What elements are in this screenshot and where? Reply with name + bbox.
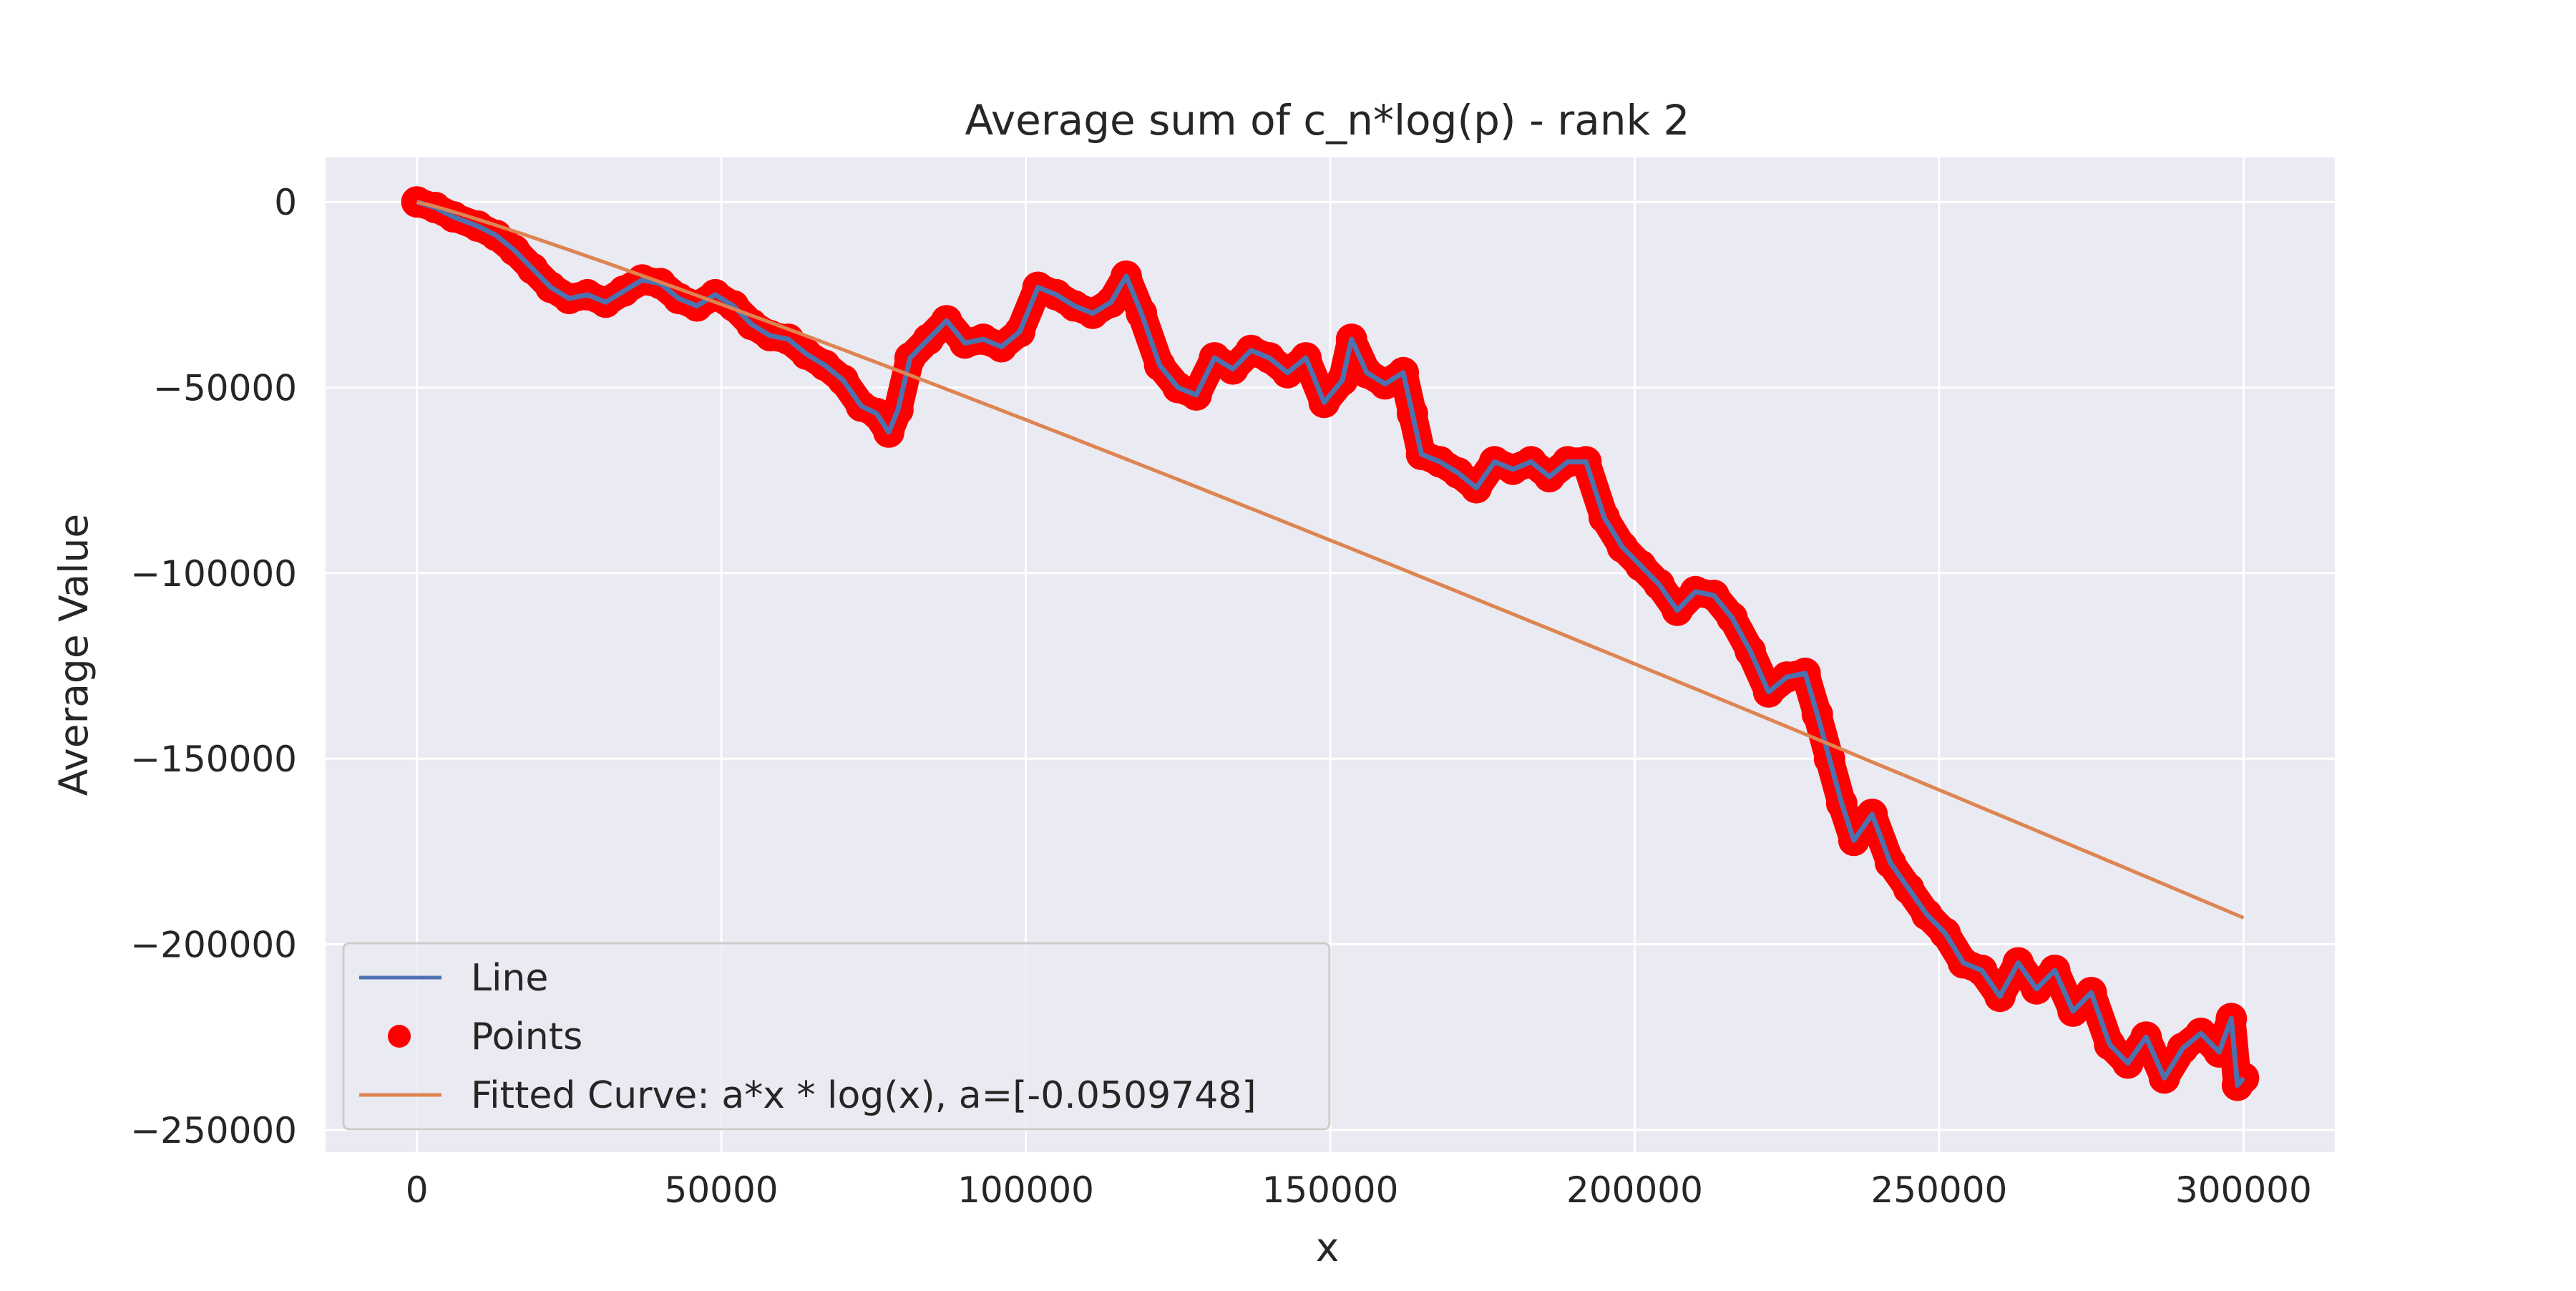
x-tick-label: 250000 [1870, 1169, 2007, 1211]
y-tick-label: −150000 [130, 739, 297, 780]
x-tick-label: 100000 [957, 1169, 1094, 1211]
y-tick-label: −50000 [153, 368, 297, 409]
x-tick-label: 150000 [1262, 1169, 1399, 1211]
x-axis-label: x [1316, 1224, 1340, 1270]
x-tick-label: 50000 [665, 1169, 779, 1211]
legend-label-line: Line [471, 957, 548, 1000]
legend-label-points: Points [471, 1015, 582, 1058]
legend: Line Points Fitted Curve: a*x * log(x), … [342, 942, 1331, 1131]
y-axis-label: Average Value [51, 514, 97, 796]
y-tick-label: 0 [274, 182, 297, 223]
legend-label-fit: Fitted Curve: a*x * log(x), a=[-0.050974… [471, 1074, 1257, 1117]
line-series [416, 199, 2246, 1088]
chart-title: Average sum of c_n*log(p) - rank 2 [965, 96, 1690, 145]
fitted-curve [416, 200, 2245, 920]
y-tick-label: −250000 [130, 1110, 297, 1151]
x-tick-label: 200000 [1566, 1169, 1703, 1211]
x-tick-label: 300000 [2175, 1169, 2312, 1211]
y-tick-label: −100000 [130, 553, 297, 595]
legend-swatch-points [388, 1025, 411, 1048]
x-tick-label: 0 [406, 1169, 429, 1211]
y-tick-label: −200000 [130, 925, 297, 966]
legend-box [342, 942, 1331, 1131]
series-layer [401, 186, 2260, 1101]
tick-labels: 0 50000 100000 150000 200000 250000 300000 0 −50… [130, 182, 2312, 1211]
